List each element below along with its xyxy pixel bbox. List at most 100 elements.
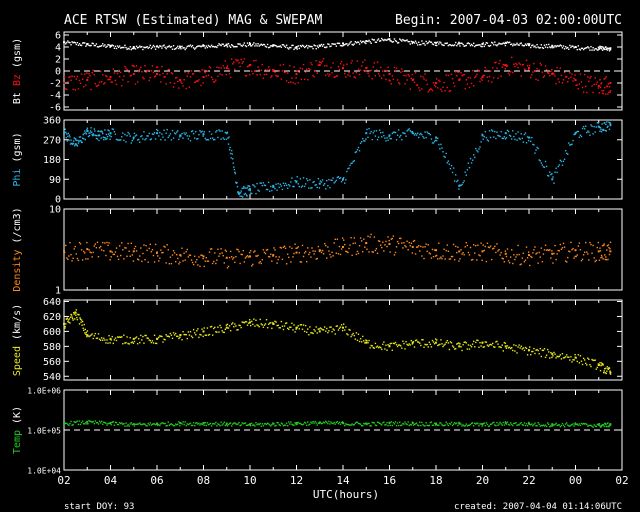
- data-point: [80, 73, 83, 75]
- data-point: [392, 235, 395, 237]
- data-point: [223, 67, 225, 69]
- data-point: [436, 139, 438, 142]
- data-point: [331, 251, 333, 254]
- data-point: [362, 137, 364, 140]
- y-tick-label: 580: [43, 342, 61, 353]
- data-point: [378, 240, 381, 243]
- y-tick-label: 1.0E+06: [27, 387, 61, 396]
- data-point: [430, 257, 433, 259]
- data-point: [88, 44, 90, 47]
- data-point: [80, 44, 83, 47]
- data-point: [576, 48, 578, 51]
- data-point: [536, 252, 538, 254]
- data-point: [493, 44, 495, 46]
- data-point: [354, 77, 357, 79]
- y-tick-label: 1.0E+05: [27, 427, 61, 436]
- data-point: [433, 140, 436, 143]
- data-point: [457, 246, 459, 248]
- data-point: [167, 421, 169, 423]
- data-point: [294, 179, 296, 182]
- data-point: [477, 69, 479, 71]
- data-point: [261, 63, 264, 66]
- data-point: [442, 151, 444, 153]
- data-point: [517, 66, 519, 69]
- data-point: [158, 336, 160, 339]
- data-point: [481, 76, 484, 78]
- data-point: [524, 259, 527, 261]
- data-point: [214, 46, 216, 48]
- data-point: [477, 244, 479, 246]
- data-point: [499, 135, 501, 138]
- data-point: [283, 71, 286, 74]
- data-point: [142, 76, 144, 79]
- data-point: [97, 46, 100, 48]
- data-point: [299, 324, 302, 326]
- data-point: [275, 424, 277, 427]
- data-point: [346, 43, 348, 45]
- data-point: [469, 44, 472, 47]
- data-point: [588, 131, 590, 133]
- data-point: [260, 425, 262, 427]
- data-point: [459, 422, 461, 424]
- data-point: [317, 328, 320, 330]
- data-point: [401, 40, 403, 42]
- data-point: [197, 264, 199, 266]
- data-point: [338, 421, 341, 424]
- data-point: [569, 72, 571, 74]
- data-point: [537, 262, 539, 264]
- data-point: [309, 326, 311, 328]
- data-point: [312, 47, 314, 50]
- data-point: [301, 328, 304, 330]
- data-point: [466, 42, 469, 45]
- data-point: [589, 49, 591, 51]
- data-point: [604, 77, 606, 79]
- data-point: [459, 45, 461, 47]
- data-point: [542, 253, 545, 255]
- data-point: [199, 265, 201, 268]
- data-point: [545, 249, 548, 251]
- data-point: [88, 419, 90, 422]
- data-point: [269, 322, 271, 324]
- data-point: [517, 44, 519, 46]
- data-point: [411, 73, 414, 76]
- data-point: [354, 151, 357, 154]
- data-point: [478, 254, 480, 256]
- data-point: [580, 360, 583, 362]
- data-point: [449, 341, 452, 343]
- data-point: [476, 259, 478, 261]
- data-point: [276, 75, 278, 78]
- data-point: [430, 41, 433, 43]
- data-point: [606, 49, 609, 51]
- data-point: [137, 70, 140, 73]
- data-point: [315, 326, 317, 328]
- data-point: [448, 422, 451, 425]
- data-point: [112, 421, 115, 423]
- data-point: [403, 423, 405, 425]
- data-point: [463, 341, 465, 344]
- data-point: [543, 425, 546, 427]
- data-point: [532, 143, 534, 146]
- data-point: [527, 421, 530, 424]
- data-point: [236, 185, 239, 188]
- data-point: [263, 324, 266, 326]
- data-point: [425, 243, 427, 245]
- data-point: [162, 72, 164, 75]
- data-point: [443, 81, 445, 84]
- data-point: [317, 422, 320, 424]
- data-point: [456, 422, 458, 424]
- data-point: [606, 47, 608, 49]
- data-point: [293, 324, 295, 326]
- data-point: [184, 259, 186, 261]
- data-point: [181, 247, 183, 249]
- data-point: [150, 138, 153, 140]
- data-point: [468, 254, 471, 256]
- data-point: [515, 62, 517, 65]
- data-point: [234, 323, 236, 325]
- data-point: [559, 354, 562, 356]
- data-point: [149, 76, 152, 79]
- data-point: [463, 425, 465, 427]
- data-point: [341, 421, 344, 423]
- data-point: [206, 138, 209, 141]
- data-point: [447, 250, 450, 252]
- data-point: [500, 423, 502, 425]
